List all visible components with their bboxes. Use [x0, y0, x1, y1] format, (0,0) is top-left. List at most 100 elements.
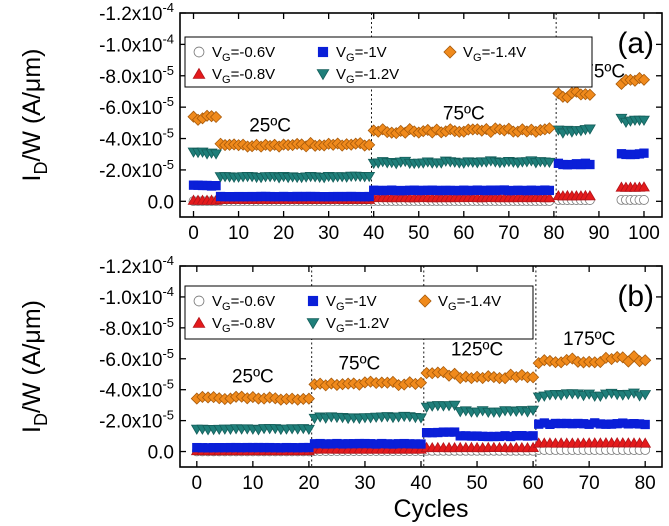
data-point — [504, 368, 517, 381]
temperature-label: 175ºC — [563, 329, 615, 350]
temperature-label: 75ºC — [443, 104, 485, 125]
legend-label: VG=-0.8V — [212, 315, 275, 335]
legend-marker — [317, 46, 329, 58]
x-tick-label: 60 — [523, 473, 544, 494]
x-tick-label: 70 — [498, 223, 519, 244]
temperature-label: 25ºC — [232, 367, 274, 388]
y-tick-label: -2.0x10-5 — [99, 157, 174, 182]
x-axis-title: Cycles — [393, 495, 468, 523]
x-tick-label: 20 — [298, 473, 319, 494]
panel-a: 0 10 20 30 40 50 60 70 80 90 100 0.0 -2.0x10-5 -4.0x1… — [18, 0, 663, 244]
y-tick-label: 0.0 — [148, 192, 174, 213]
data-point — [638, 115, 650, 126]
legend: VG=-0.6V VG=-1V VG=-1.4V VG=-0.8V VG=-1.2V — [184, 285, 534, 340]
legend-label: VG=-1.4V — [463, 44, 526, 64]
data-point — [415, 413, 427, 424]
data-point — [639, 437, 652, 448]
data-point — [583, 124, 596, 135]
data-point — [209, 110, 223, 124]
data-point — [638, 181, 650, 192]
data-point — [414, 376, 428, 389]
x-tick-label: 30 — [318, 223, 339, 244]
data-point — [527, 371, 540, 384]
legend-label: VG=-1.2V — [336, 66, 399, 86]
legend-marker — [443, 45, 457, 59]
y-tick-label: 0.0 — [148, 443, 174, 464]
legend-marker — [307, 295, 319, 307]
y-tick-label: -1.0x10-4 — [99, 284, 174, 309]
x-tick-label: 40 — [363, 223, 384, 244]
x-tick-label: 100 — [628, 223, 660, 244]
y-tick-label: -4.0x10-5 — [99, 377, 174, 402]
y-tick-label: -2.0x10-5 — [99, 408, 174, 433]
legend-marker — [192, 67, 206, 79]
y-tick-label: -1.0x10-4 — [99, 31, 174, 56]
legend-label: VG=-1V — [336, 44, 387, 64]
legend: VG=-0.6V VG=-1V VG=-1.4V VG=-0.8V VG=-1.2V — [184, 36, 593, 88]
data-point — [416, 439, 426, 449]
x-tick-label: 80 — [543, 223, 564, 244]
data-point — [211, 181, 221, 191]
legend-marker — [316, 69, 330, 81]
x-tick-label: 20 — [273, 223, 294, 244]
x-tick-label: 50 — [466, 473, 487, 494]
x-tick-label: 70 — [579, 473, 600, 494]
y-tick-label: -8.0x10-5 — [99, 63, 174, 88]
y-tick-label: -1.2x10-4 — [99, 0, 174, 25]
legend-label: VG=-1.4V — [438, 293, 501, 313]
legend-marker — [193, 46, 205, 58]
legend-marker — [192, 316, 206, 328]
data-point — [448, 400, 461, 411]
data-point — [639, 148, 649, 158]
data-point — [640, 419, 650, 430]
legend-label: VG=-0.6V — [212, 44, 275, 64]
y-tick-label: -4.0x10-5 — [99, 126, 174, 151]
data-point — [543, 157, 556, 169]
data-point — [639, 195, 649, 205]
data-point — [363, 172, 376, 183]
y-axis-title: ID/W (A/μm) — [18, 300, 51, 433]
x-tick-label: 90 — [588, 223, 609, 244]
y-tick-label: -6.0x10-5 — [99, 94, 174, 119]
panel-label: (a) — [617, 27, 654, 60]
data-point — [544, 185, 555, 196]
x-tick-label: 10 — [228, 223, 249, 244]
data-point — [302, 392, 315, 405]
legend-box — [184, 36, 593, 88]
legend-box — [184, 285, 534, 340]
data-point — [363, 138, 376, 151]
data-point — [543, 122, 556, 135]
y-axis-title: ID/W (A/μm) — [18, 49, 51, 182]
data-point — [528, 431, 538, 441]
x-tick-label: 0 — [188, 223, 199, 244]
data-point — [583, 190, 596, 201]
x-tick-label: 10 — [242, 473, 263, 494]
data-point — [639, 354, 652, 367]
x-tick-label: 60 — [453, 223, 474, 244]
data-points — [190, 350, 652, 457]
y-tick-label: -6.0x10-5 — [99, 346, 174, 371]
x-tick-label: 50 — [408, 223, 429, 244]
legend-label: VG=-0.8V — [212, 66, 275, 86]
data-point — [639, 390, 652, 401]
data-point — [583, 88, 596, 101]
data-point — [585, 159, 595, 170]
legend-label: VG=-1V — [326, 293, 377, 313]
x-tick-label: 0 — [192, 473, 203, 494]
panel-label: (b) — [617, 280, 654, 313]
legend-marker — [306, 318, 320, 330]
data-points — [187, 72, 651, 207]
temperature-label: 125ºC — [451, 340, 503, 361]
y-tick-label: -8.0x10-5 — [99, 315, 174, 340]
legend-marker — [193, 295, 205, 307]
plot-frame — [179, 12, 663, 218]
x-tick-label: 30 — [354, 473, 375, 494]
data-point — [637, 73, 651, 86]
x-tick-label: 80 — [635, 473, 656, 494]
legend-label: VG=-0.6V — [212, 293, 275, 313]
panel-b: 0 10 20 30 40 50 60 70 80 0.0 -2.0x10-5 -4.0x10-5 -6… — [18, 253, 663, 523]
data-point — [543, 191, 556, 203]
temperature-label: 75ºC — [338, 354, 380, 375]
data-point — [527, 405, 540, 416]
